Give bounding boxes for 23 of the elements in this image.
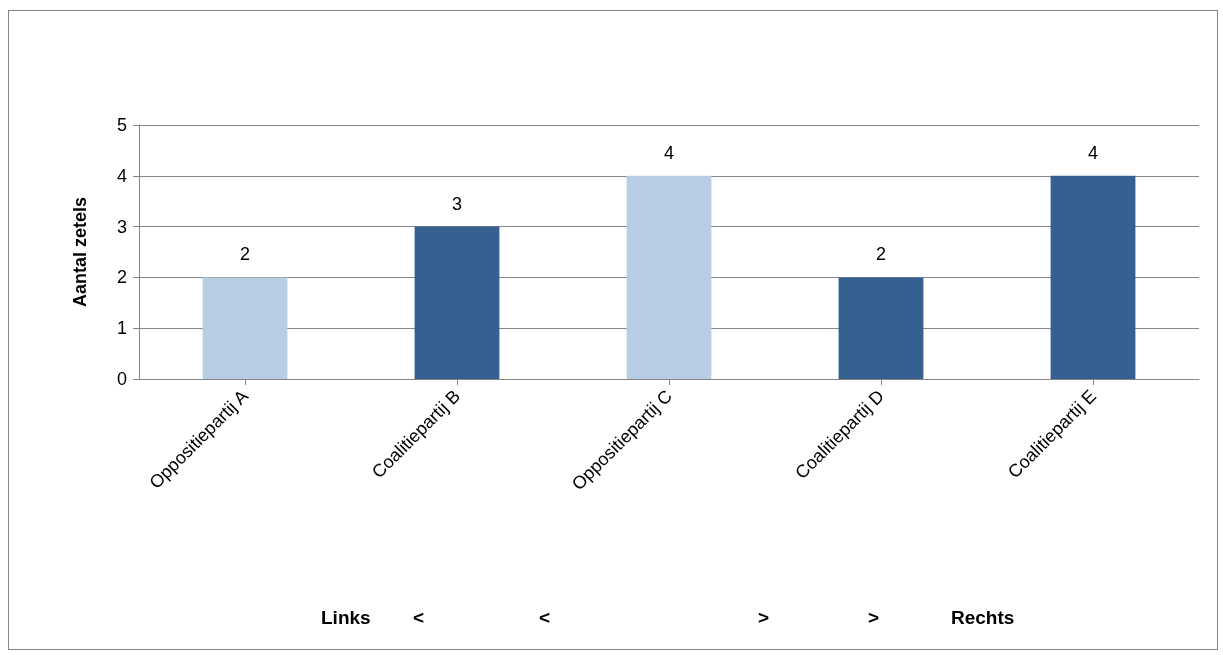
data-label: 3 [451, 193, 463, 214]
text: Rechts [951, 607, 1015, 628]
text: < [539, 607, 551, 628]
y-tick-label: 0 [116, 369, 127, 389]
y-tick-label: 4 [116, 165, 127, 186]
data-label: 4 [663, 142, 675, 163]
y-axis-title: Aantal zetels [70, 196, 90, 308]
text: < [413, 607, 425, 628]
data-label: 4 [1087, 142, 1099, 163]
bar [626, 175, 712, 379]
data-label: 2 [875, 244, 887, 265]
bar [202, 277, 288, 379]
bar [414, 226, 500, 379]
y-tick-label: 3 [116, 216, 127, 237]
y-tick-label: 2 [116, 267, 127, 288]
bar [838, 277, 924, 379]
text: > [868, 607, 880, 628]
data-label: 2 [239, 244, 251, 265]
text: Links [321, 607, 371, 628]
bar [1050, 175, 1136, 379]
y-tick-label: 5 [116, 115, 127, 135]
text: > [758, 607, 770, 628]
y-tick-label: 1 [116, 318, 127, 339]
